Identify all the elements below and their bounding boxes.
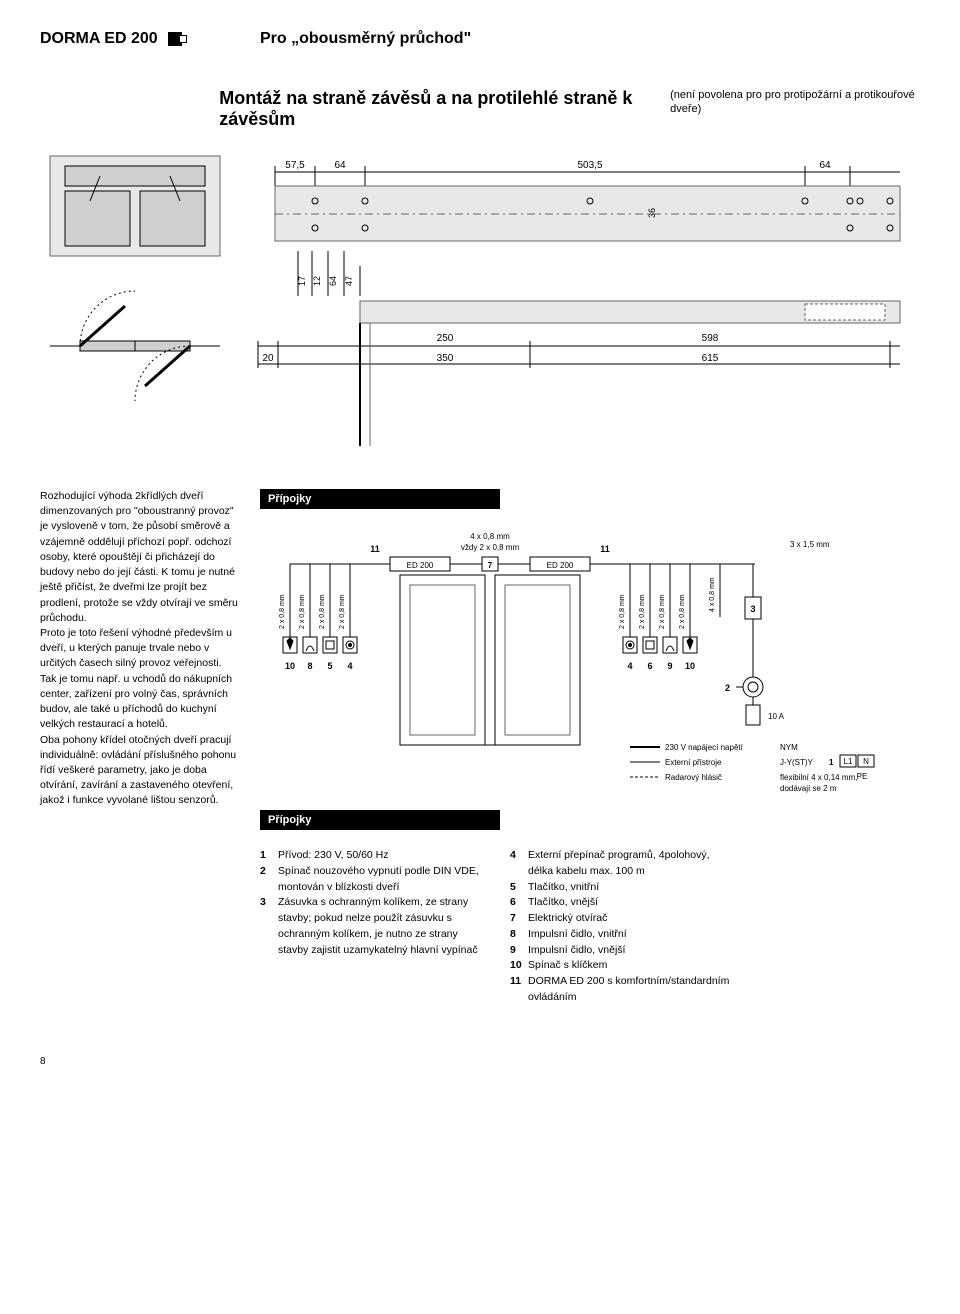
right-top-label: 3 x 1,5 mm: [790, 540, 830, 549]
dim-47: 47: [344, 276, 354, 286]
page-title: Montáž na straně závěsů a na protilehlé …: [219, 88, 632, 129]
legend-radar: Radarový hlásič: [665, 773, 722, 782]
num-right-9: 9: [667, 661, 672, 671]
wire-right-2-lbl: 2 x 0,8 mm: [639, 594, 646, 629]
wire-right-3-lbl: 2 x 0,8 mm: [659, 594, 666, 629]
brand-text: DORMA ED 200: [40, 30, 158, 47]
connections-list-right: 4Externí přepínač programů, 4polohový, d…: [510, 848, 730, 1006]
list-item: 6Tlačítko, vnější: [510, 895, 730, 911]
page-title-note: (není povolena pro pro protipožární a pr…: [670, 88, 920, 117]
dim-350: 350: [437, 353, 454, 364]
page-number: 8: [40, 1056, 920, 1067]
list-item: 2Spínač nouzového vypnutí podle DIN VDE,…: [260, 864, 480, 896]
list-item: 9Impulsní čidlo, vnější: [510, 943, 730, 959]
dim-64b: 64: [819, 160, 831, 171]
dim-250: 250: [437, 333, 454, 344]
num-left-10: 10: [285, 661, 295, 671]
dim-503-5: 503,5: [577, 160, 602, 171]
ed200-box-left: ED 200: [407, 561, 434, 570]
num-left-5: 5: [327, 661, 332, 671]
legend-flex: flexibilní 4 x 0,14 mm,: [780, 773, 857, 782]
connections-list-left: 1Přívod: 230 V, 50/60 Hz2Spínač nouzovéh…: [260, 848, 480, 1006]
wire-right-1-lbl: 2 x 0,8 mm: [619, 594, 626, 629]
legend-n: N: [863, 757, 869, 766]
num-right-10: 10: [685, 661, 695, 671]
legend-nym: NYM: [780, 743, 798, 752]
num-right-6: 6: [647, 661, 652, 671]
section-title-connections-1: Přípojky: [260, 489, 500, 509]
num-2: 2: [725, 683, 730, 693]
dim-57-5: 57,5: [285, 160, 305, 171]
legend-ext: Externí přístroje: [665, 758, 722, 767]
legend-230v: 230 V napájecí napětí: [665, 743, 744, 752]
door-isometric-diagram: [40, 146, 240, 446]
brand-mark-icon-2: [179, 35, 187, 43]
mounting-dimension-diagram: 57,5 64 503,5 64: [250, 146, 910, 446]
legend-num1: 1: [829, 758, 834, 767]
ed200-box-right: ED 200: [547, 561, 574, 570]
legend-jysty: J-Y(ST)Y: [780, 758, 814, 767]
dim-20: 20: [262, 353, 274, 364]
fuse-10a: 10 A: [768, 712, 785, 721]
legend-l1: L1: [844, 757, 853, 766]
list-item: 8Impulsní čidlo, vnitřní: [510, 927, 730, 943]
num-11-right: 11: [600, 544, 610, 554]
wire-left-4-lbl: 2 x 0,8 mm: [339, 594, 346, 629]
list-item: 4Externí přepínač programů, 4polohový, d…: [510, 848, 730, 880]
list-item: 1Přívod: 230 V, 50/60 Hz: [260, 848, 480, 864]
page-subtitle: Pro „obousměrný průchod": [240, 30, 471, 48]
wiring-diagram: ED 200 ED 200 4 x 0,8 mm vždy 2 x 0,8 mm…: [260, 517, 900, 807]
section-title-connections-2: Přípojky: [260, 810, 500, 830]
top-wire-label-1: 4 x 0,8 mm: [470, 532, 510, 541]
list-item: 7Elektrický otvírač: [510, 911, 730, 927]
list-item: 5Tlačítko, vnitřní: [510, 880, 730, 896]
right-4x08-lbl: 4 x 0,8 mm: [709, 577, 716, 612]
body-paragraph: Rozhodující výhoda 2křídlých dveří dimen…: [40, 489, 240, 809]
num-right-4: 4: [627, 661, 632, 671]
legend-pe: PE: [857, 772, 868, 781]
dim-12: 12: [312, 276, 322, 286]
list-item: 11DORMA ED 200 s komfortním/standardním …: [510, 974, 730, 1006]
num-left-4: 4: [347, 661, 352, 671]
dim-64a: 64: [334, 160, 346, 171]
list-item: 10Spínač s klíčkem: [510, 958, 730, 974]
wire-left-2-lbl: 2 x 0,8 mm: [299, 594, 306, 629]
num-7: 7: [488, 561, 493, 570]
top-wire-label-2: vždy 2 x 0,8 mm: [461, 543, 520, 552]
wire-right-4-lbl: 2 x 0,8 mm: [679, 594, 686, 629]
num-left-8: 8: [307, 661, 312, 671]
dim-64c: 64: [328, 276, 338, 286]
dim-36: 36: [647, 208, 657, 218]
wire-left-1-lbl: 2 x 0,8 mm: [279, 594, 286, 629]
num-11-left: 11: [370, 544, 380, 554]
legend-flex-b: dodávají se 2 m: [780, 784, 837, 793]
dim-615: 615: [702, 353, 719, 364]
dim-598: 598: [702, 333, 719, 344]
wire-left-3-lbl: 2 x 0,8 mm: [319, 594, 326, 629]
num-3-box: 3: [750, 604, 755, 614]
list-item: 3Zásuvka s ochranným kolíkem, ze strany …: [260, 895, 480, 958]
